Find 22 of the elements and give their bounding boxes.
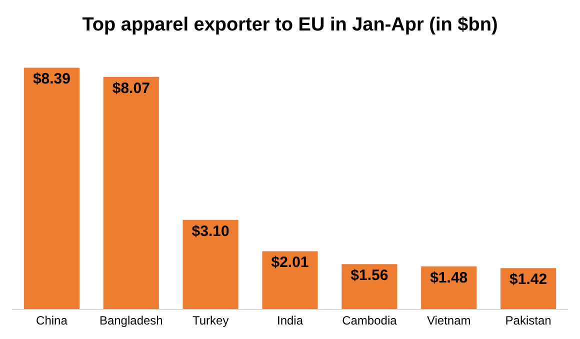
data-label: $2.01 — [271, 254, 309, 272]
bar — [342, 264, 398, 309]
data-label: $1.42 — [510, 271, 548, 288]
data-label: $1.48 — [430, 269, 468, 286]
x-tick-label: Cambodia — [342, 313, 398, 328]
bar — [421, 266, 477, 309]
bar — [262, 251, 318, 309]
bar — [103, 76, 159, 309]
data-label: $8.07 — [112, 80, 150, 97]
data-label: $1.56 — [350, 267, 388, 284]
x-tick-label: India — [276, 313, 304, 328]
bar — [500, 268, 556, 309]
x-tick-label: China — [36, 313, 68, 328]
x-tick-label: Turkey — [192, 313, 229, 328]
chart-title: Top apparel exporter to EU in Jan-Apr (in $bn) — [82, 14, 498, 36]
bar — [182, 220, 238, 309]
x-tick-label: Pakistan — [505, 313, 552, 328]
bar — [24, 68, 80, 309]
data-label: $8.39 — [32, 70, 70, 88]
x-tick-label: Bangladesh — [99, 313, 163, 328]
data-label: $3.10 — [192, 222, 230, 240]
x-tick-label: Vietnam — [426, 313, 471, 328]
